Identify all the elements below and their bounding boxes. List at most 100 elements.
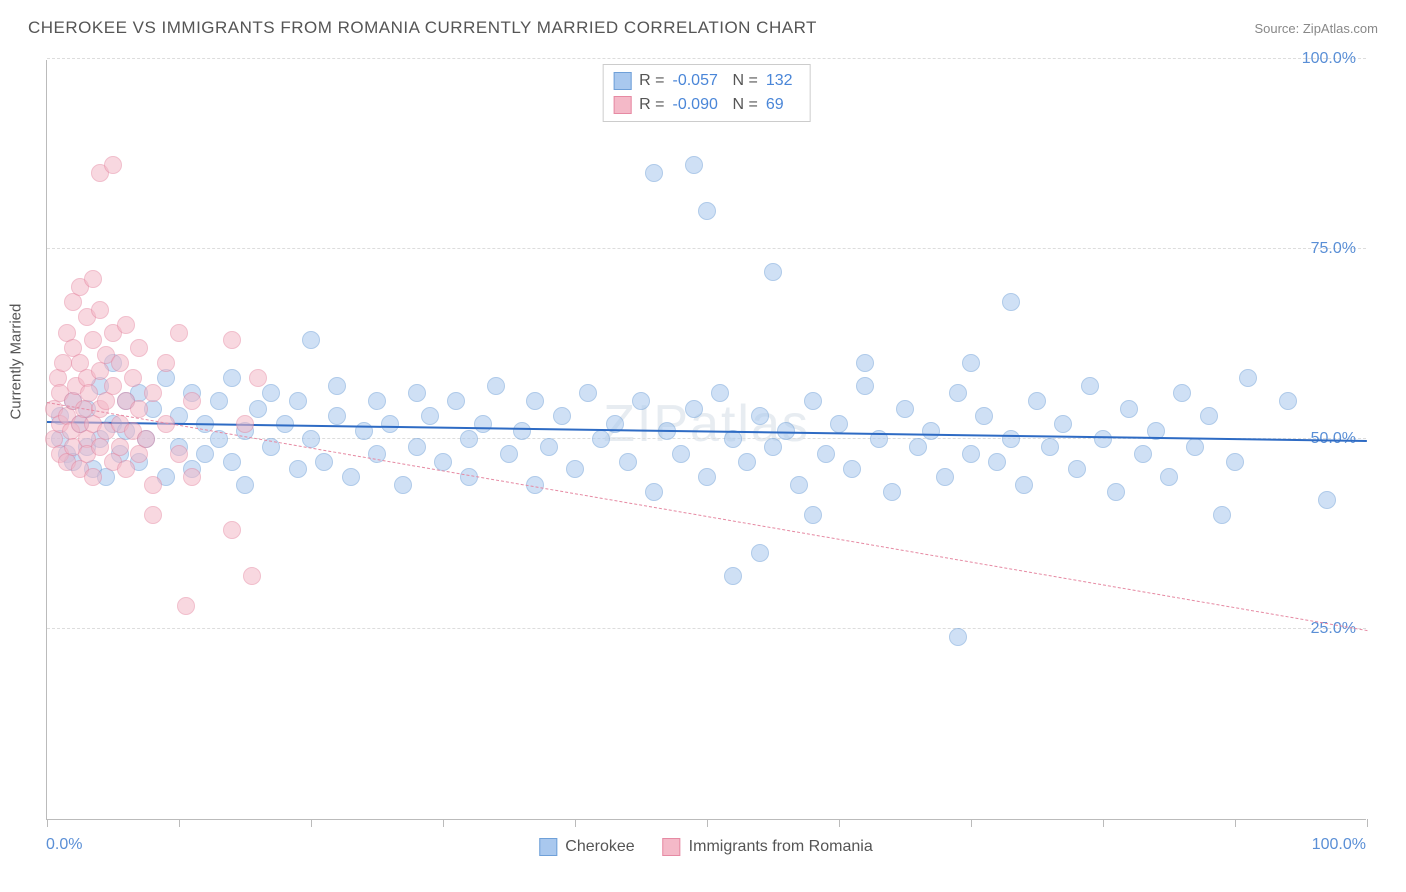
- n-value: 132: [766, 69, 800, 93]
- scatter-point: [645, 164, 663, 182]
- x-tick: [47, 819, 48, 827]
- gridline: [47, 628, 1366, 629]
- scatter-point: [1081, 377, 1099, 395]
- x-axis-end-label: 100.0%: [1312, 836, 1366, 854]
- scatter-point: [104, 377, 122, 395]
- scatter-point: [210, 392, 228, 410]
- scatter-point: [408, 438, 426, 456]
- scatter-point: [487, 377, 505, 395]
- r-label: R =: [639, 69, 664, 93]
- legend-label: Immigrants from Romania: [689, 838, 873, 856]
- stats-box: R =-0.057N =132R =-0.090N =69: [602, 64, 811, 122]
- scatter-point: [1002, 430, 1020, 448]
- scatter-point: [936, 468, 954, 486]
- scatter-point: [1041, 438, 1059, 456]
- scatter-point: [421, 407, 439, 425]
- scatter-point: [526, 392, 544, 410]
- scatter-point: [223, 369, 241, 387]
- x-tick: [839, 819, 840, 827]
- scatter-point: [111, 354, 129, 372]
- scatter-point: [460, 430, 478, 448]
- scatter-point: [144, 476, 162, 494]
- scatter-point: [1239, 369, 1257, 387]
- y-tick-label: 25.0%: [1311, 620, 1356, 638]
- scatter-point: [513, 422, 531, 440]
- scatter-point: [1015, 476, 1033, 494]
- scatter-point: [223, 453, 241, 471]
- scatter-point: [236, 476, 254, 494]
- scatter-point: [117, 316, 135, 334]
- scatter-point: [830, 415, 848, 433]
- scatter-point: [262, 384, 280, 402]
- scatter-point: [1120, 400, 1138, 418]
- scatter-point: [223, 331, 241, 349]
- scatter-point: [1318, 491, 1336, 509]
- x-tick: [1103, 819, 1104, 827]
- scatter-point: [394, 476, 412, 494]
- scatter-point: [540, 438, 558, 456]
- scatter-point: [500, 445, 518, 463]
- scatter-point: [289, 460, 307, 478]
- x-tick: [971, 819, 972, 827]
- gridline: [47, 248, 1366, 249]
- stats-row: R =-0.090N =69: [613, 93, 800, 117]
- scatter-point: [1054, 415, 1072, 433]
- scatter-point: [672, 445, 690, 463]
- scatter-point: [157, 354, 175, 372]
- scatter-point: [738, 453, 756, 471]
- scatter-point: [817, 445, 835, 463]
- scatter-point: [1028, 392, 1046, 410]
- x-tick: [575, 819, 576, 827]
- scatter-point: [144, 384, 162, 402]
- scatter-point: [408, 384, 426, 402]
- scatter-point: [1186, 438, 1204, 456]
- scatter-point: [111, 438, 129, 456]
- scatter-point: [751, 544, 769, 562]
- scatter-point: [592, 430, 610, 448]
- scatter-point: [342, 468, 360, 486]
- gridline: [47, 58, 1366, 59]
- scatter-point: [883, 483, 901, 501]
- scatter-point: [183, 468, 201, 486]
- scatter-point: [170, 445, 188, 463]
- x-tick: [443, 819, 444, 827]
- scatter-point: [1213, 506, 1231, 524]
- scatter-point: [144, 506, 162, 524]
- x-tick: [1367, 819, 1368, 827]
- scatter-point: [196, 445, 214, 463]
- scatter-point: [949, 384, 967, 402]
- legend-label: Cherokee: [565, 838, 634, 856]
- chart-title: CHEROKEE VS IMMIGRANTS FROM ROMANIA CURR…: [28, 18, 817, 38]
- scatter-point: [579, 384, 597, 402]
- scatter-point: [170, 324, 188, 342]
- source-attribution: Source: ZipAtlas.com: [1254, 21, 1378, 36]
- scatter-point: [632, 392, 650, 410]
- scatter-point: [130, 400, 148, 418]
- x-tick: [707, 819, 708, 827]
- r-label: R =: [639, 93, 664, 117]
- chart-area: Currently Married ZIPatlas R =-0.057N =1…: [46, 60, 1366, 820]
- scatter-point: [1094, 430, 1112, 448]
- scatter-point: [183, 392, 201, 410]
- header: CHEROKEE VS IMMIGRANTS FROM ROMANIA CURR…: [0, 0, 1406, 46]
- scatter-point: [302, 430, 320, 448]
- n-value: 69: [766, 93, 800, 117]
- scatter-point: [91, 301, 109, 319]
- scatter-point: [764, 263, 782, 281]
- legend-swatch: [663, 838, 681, 856]
- scatter-point: [1068, 460, 1086, 478]
- scatter-point: [698, 468, 716, 486]
- x-tick: [179, 819, 180, 827]
- scatter-point: [975, 407, 993, 425]
- y-tick-label: 75.0%: [1311, 240, 1356, 258]
- scatter-point: [104, 156, 122, 174]
- scatter-point: [117, 460, 135, 478]
- scatter-point: [698, 202, 716, 220]
- scatter-point: [124, 369, 142, 387]
- legend-item: Cherokee: [539, 838, 634, 856]
- scatter-point: [645, 483, 663, 501]
- y-axis-label: Currently Married: [8, 304, 25, 420]
- stats-swatch: [613, 96, 631, 114]
- scatter-point: [1173, 384, 1191, 402]
- scatter-point: [922, 422, 940, 440]
